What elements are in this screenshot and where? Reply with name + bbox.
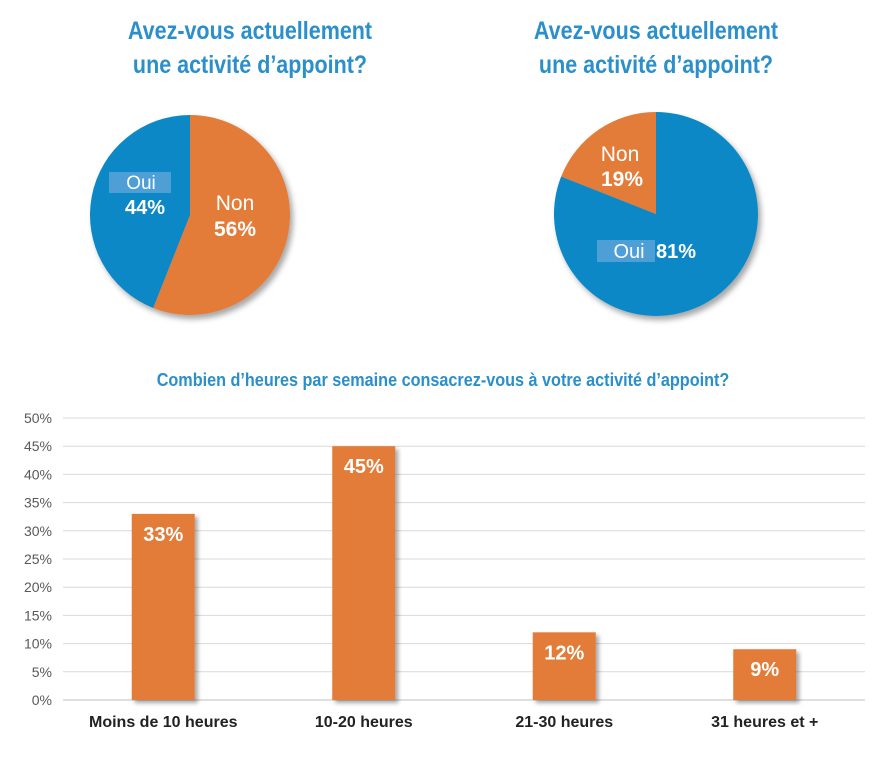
x-category-label: 10-20 heures	[315, 714, 413, 731]
pie-2-title-line-1: Avez-vous actuellement	[533, 17, 779, 45]
x-category-label: 31 heures et +	[711, 714, 818, 731]
pie-1-oui-label-bg	[109, 172, 171, 193]
bar-y-axis: 0% 5% 10% 15% 20% 25% 30% 35% 40% 45% 50%	[24, 410, 52, 708]
x-category-label: 21-30 heures	[515, 714, 613, 731]
pie-1-title-line-2: une activité d’appoint?	[132, 51, 368, 79]
bar-value-label: 45%	[344, 456, 384, 478]
bar-series: 33% 45% 12% 9%	[131, 446, 797, 700]
pie-1-svg: Oui 44% Non 56%	[89, 115, 290, 316]
y-tick-label: 40%	[24, 466, 52, 482]
pie-1-slice-oui	[89, 115, 190, 308]
pie-chart-1: Avez-vous actuellement une activité d’ap…	[40, 0, 460, 330]
pie-2-title-line-2: une activité d’appoint?	[538, 51, 774, 79]
pie-2-title: Avez-vous actuellement une activité d’ap…	[475, 14, 836, 82]
y-tick-label: 0%	[32, 692, 52, 708]
pie-2-slice-oui	[553, 112, 758, 317]
pie-2-oui-label: Oui	[613, 241, 644, 263]
y-tick-label: 20%	[24, 579, 52, 595]
y-tick-label: 45%	[24, 438, 52, 454]
y-tick-label: 35%	[24, 495, 52, 511]
pie-1-title: Avez-vous actuellement une activité d’ap…	[69, 14, 430, 82]
pie-2-non-label: Non	[601, 143, 640, 166]
pie-1-slice-non	[153, 115, 290, 316]
pie-2-non-value: 19%	[601, 168, 643, 191]
y-tick-label: 5%	[32, 664, 52, 680]
pie-2-svg: Non 19% Oui 81%	[553, 111, 758, 317]
x-category-label: Moins de 10 heures	[89, 714, 238, 731]
pie-2-oui-label-bg	[597, 240, 655, 262]
bar-value-label: 9%	[750, 659, 779, 681]
pie-1-oui-label: Oui	[126, 173, 156, 194]
bar	[332, 446, 396, 700]
y-tick-label: 15%	[24, 607, 52, 623]
pie-1-non-label: Non	[216, 192, 255, 215]
bar-value-label: 33%	[143, 524, 183, 546]
pie-1-title-line-1: Avez-vous actuellement	[127, 17, 373, 45]
bar	[131, 513, 195, 700]
pie-1-non-value: 56%	[214, 218, 256, 241]
bar-chart-title: Combien d’heures par semaine consacrez-v…	[156, 370, 730, 390]
pie-chart-2: Avez-vous actuellement une activité d’ap…	[446, 0, 866, 330]
pie-2-slice-non	[561, 111, 656, 214]
bar-chart: 0% 5% 10% 15% 20% 25% 30% 35% 40% 45% 50% 33% 45% 12…	[24, 410, 865, 731]
bar-x-axis: Moins de 10 heures 10-20 heures 21-30 heur…	[89, 714, 818, 731]
bar-gridlines	[63, 417, 865, 701]
bar	[532, 632, 596, 700]
y-tick-label: 50%	[24, 410, 52, 426]
y-tick-label: 30%	[24, 523, 52, 539]
y-tick-label: 10%	[24, 636, 52, 652]
y-tick-label: 25%	[24, 551, 52, 567]
bar-value-label: 12%	[544, 642, 584, 664]
pie-2-oui-value: 81%	[656, 241, 696, 263]
bar	[733, 649, 797, 700]
pie-1-oui-value: 44%	[125, 197, 165, 219]
